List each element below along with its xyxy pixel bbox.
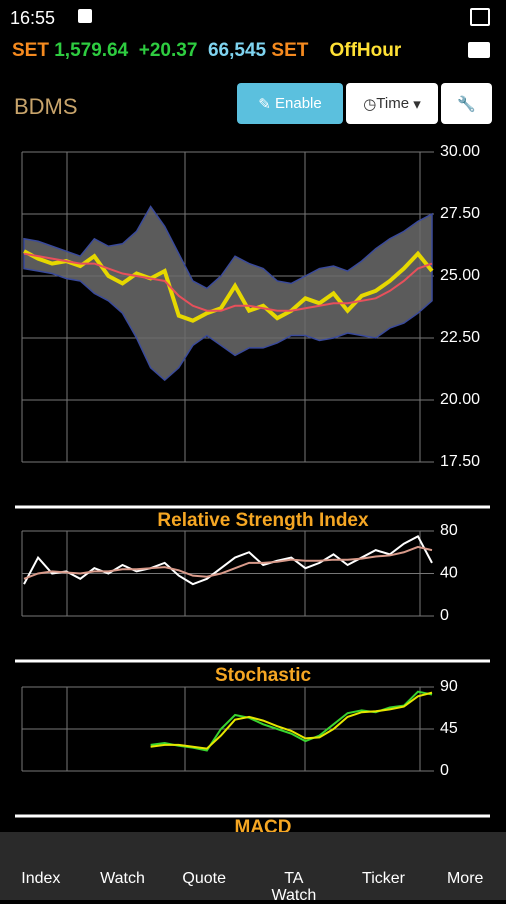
enable-button[interactable]: ✎ Enable [237,83,343,124]
panel-title: Stochastic [215,665,312,686]
y-tick-label: 0 [440,607,449,624]
series-line [23,252,433,312]
series-line [23,249,434,323]
market: SET [12,40,49,61]
panel-title: Relative Strength Index [157,510,369,531]
enable-label: Enable [275,95,322,112]
y-tick-label: 30.00 [440,143,480,160]
unit: SET [271,40,309,61]
series-line [150,690,433,752]
status-icon [78,9,92,23]
y-tick-label: 17.50 [440,453,480,470]
nav-item[interactable]: Watch [100,870,145,887]
settings-button[interactable]: 🔧 [441,83,492,124]
y-tick-label: 25.00 [440,267,480,284]
charts: 30.00 27.50 25.00 22.50 20.00 17.50 Relative S… [15,143,490,832]
clock: 16:55 [10,8,56,28]
series-line [150,691,433,750]
y-tick-label: 45 [440,720,458,737]
y-tick-label: 80 [440,522,458,539]
y-tick-label: 40 [440,565,458,582]
nav-item[interactable]: Quote [182,870,226,887]
y-tick-label: 20.00 [440,391,480,408]
y-tick-label: 27.50 [440,205,480,222]
nav-item[interactable]: Index [21,870,61,887]
time-label: Time [376,95,410,112]
y-tick-label: 22.50 [440,329,480,346]
volume: 66,545 [207,40,267,61]
nav-item[interactable]: Ticker [362,870,405,887]
state: OffHour [329,40,402,61]
nav-item[interactable]: More [446,870,484,887]
bottom-nav: Index Watch Quote TA Watch Ticker More [0,832,506,904]
y-tick-label: 0 [440,762,449,779]
change: +20.37 [138,40,198,61]
symbol: BDMS [14,94,78,119]
series-line [23,534,433,586]
nav-item[interactable]: TA Watch [271,870,317,904]
battery [470,8,490,26]
series-line [23,545,433,580]
y-tick-label: 90 [440,678,458,695]
index: 1,579.64 [54,40,129,61]
time-button[interactable]: ◷ Time ▾ [346,83,438,124]
panel-title: MACD [235,817,292,832]
ticker: SET 1,579.64 +20.37 66,545 SET OffHour [12,40,401,62]
chat-button[interactable] [468,42,490,58]
